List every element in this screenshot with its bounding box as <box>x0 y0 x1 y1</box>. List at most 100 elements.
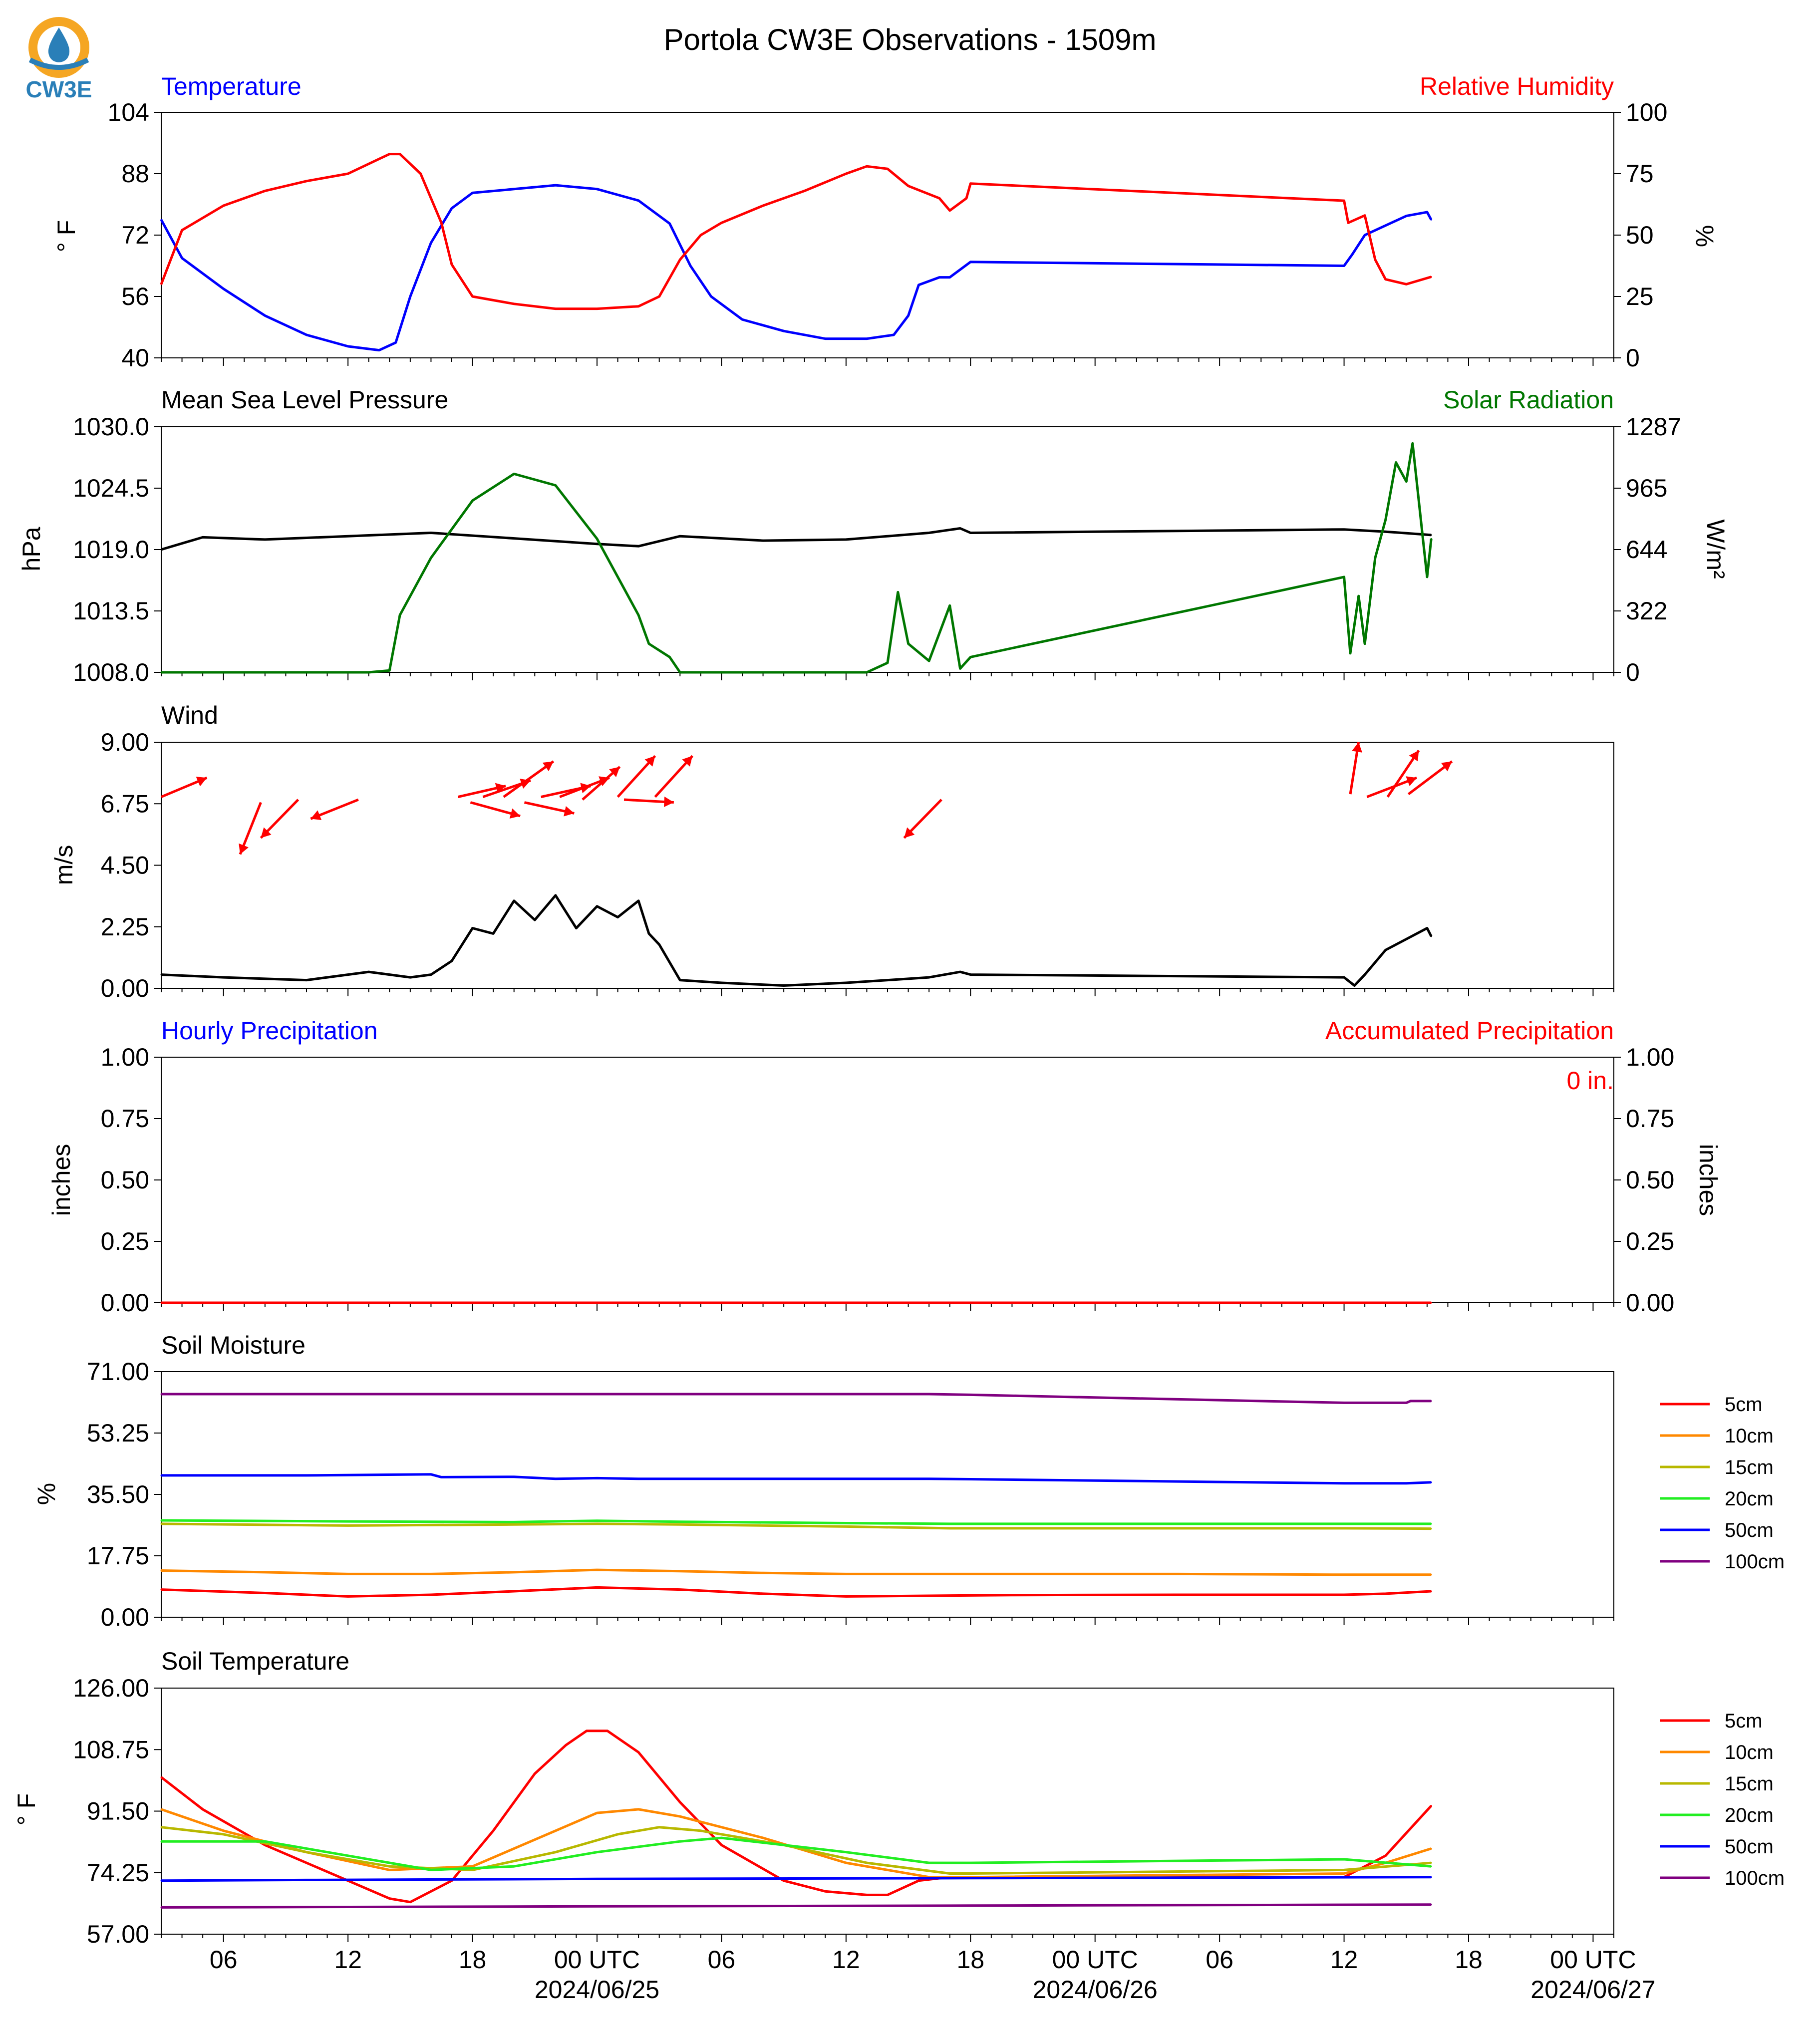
panel-precipitation: Hourly Precipitation Accumulated Precipi… <box>47 1017 1722 1317</box>
soil-temperature-ylabel: ° F <box>12 1793 40 1825</box>
x-date-label: 2024/06/26 <box>1033 1976 1158 2004</box>
x-tick-label: 00 UTC <box>554 1946 640 1974</box>
data-point <box>430 532 432 534</box>
wind-arrowhead <box>904 827 915 838</box>
data-point <box>513 1865 515 1867</box>
legend-label: 15cm <box>1725 1773 1774 1795</box>
data-point <box>965 197 967 199</box>
legend-label: 15cm <box>1725 1456 1774 1478</box>
precipitation-plot: 0.00 0.25 0.50 0.75 1.00 0.00 0.25 0.50 0.75 1.00 <box>101 1043 1675 1317</box>
data-point <box>648 643 650 645</box>
data-point <box>409 976 411 978</box>
y-tick-label-left: 88 <box>121 160 149 188</box>
data-point <box>1385 519 1387 521</box>
data-point <box>513 538 515 540</box>
data-point <box>679 535 681 537</box>
data-point <box>555 184 557 186</box>
data-point <box>928 532 930 534</box>
data-point <box>596 1569 598 1571</box>
data-point <box>917 284 919 286</box>
data-point <box>845 173 847 175</box>
series-line-10cm <box>161 1568 1432 1576</box>
y-tick-label-left: 1013.5 <box>73 597 149 625</box>
wind-arrowhead <box>261 827 272 838</box>
data-point <box>1430 1862 1432 1864</box>
data-point <box>969 1862 971 1864</box>
data-point <box>720 1844 722 1846</box>
data-point <box>893 334 895 336</box>
data-point <box>1177 1527 1179 1529</box>
data-point <box>181 229 183 231</box>
data-point <box>305 1474 307 1476</box>
y-tick-label-left: 6.75 <box>101 790 149 818</box>
data-point <box>1405 938 1407 940</box>
y-tick-label-right: 0.50 <box>1626 1166 1674 1194</box>
data-point <box>596 188 598 190</box>
logo-wave-icon <box>28 57 89 70</box>
data-point <box>928 1393 930 1395</box>
logo-text: CW3E <box>26 76 92 102</box>
data-point <box>181 257 183 259</box>
data-point <box>637 305 639 307</box>
data-point <box>938 197 940 199</box>
data-point <box>1422 538 1424 540</box>
wind-arrowhead <box>1406 776 1417 786</box>
y-tick-label-left: 9.00 <box>101 728 149 756</box>
humidity-title: Relative Humidity <box>1420 72 1614 100</box>
data-point <box>908 643 910 645</box>
data-point <box>658 295 660 297</box>
legend-label: 100cm <box>1725 1867 1785 1889</box>
temperature-title: Temperature <box>161 72 302 100</box>
data-point <box>596 1851 598 1853</box>
data-point <box>679 1840 681 1842</box>
data-point <box>866 1862 868 1864</box>
data-point <box>1405 1402 1407 1404</box>
data-point <box>1011 1573 1013 1575</box>
data-point <box>347 173 349 175</box>
data-point <box>866 671 868 673</box>
data-point <box>679 979 681 981</box>
data-point <box>783 330 785 332</box>
data-point <box>160 1393 162 1395</box>
data-point <box>1426 576 1428 578</box>
data-point <box>679 1570 681 1572</box>
series-line-20cm <box>161 1519 1432 1525</box>
y-tick-label-left: 53.25 <box>87 1419 149 1447</box>
data-point <box>160 1776 162 1778</box>
humidity-ylabel: % <box>1691 225 1719 247</box>
data-point <box>1430 1876 1432 1878</box>
data-point <box>969 1394 971 1396</box>
data-point <box>658 1826 660 1828</box>
data-point <box>430 242 432 244</box>
x-tick-label: 06 <box>1206 1946 1233 1974</box>
y-tick-label-right: 25 <box>1626 283 1654 310</box>
data-point <box>202 536 204 538</box>
wind-title: Wind <box>161 701 218 729</box>
data-point <box>637 614 639 616</box>
data-point <box>264 1840 266 1842</box>
data-point <box>347 1595 349 1597</box>
y-tick-label-left: 0.25 <box>101 1227 149 1255</box>
data-point <box>1430 538 1432 540</box>
y-tick-label-right: 0 <box>1626 344 1640 372</box>
data-point <box>949 1873 951 1875</box>
data-point <box>669 223 670 225</box>
y-tick-label-left: 0.00 <box>101 974 149 1002</box>
data-point <box>472 1865 474 1867</box>
data-point <box>596 905 598 907</box>
data-point <box>928 660 930 662</box>
panel-temperature-humidity: Temperature Relative Humidity ° F % 40 56… <box>52 72 1719 372</box>
data-point <box>679 671 681 673</box>
data-point <box>160 1808 162 1810</box>
wind-arrowhead <box>682 756 693 767</box>
data-point <box>917 1880 919 1882</box>
data-point <box>223 288 225 290</box>
wind-arrowhead <box>564 806 575 817</box>
data-point <box>762 1837 764 1839</box>
data-point <box>1343 576 1345 578</box>
data-point <box>949 1527 951 1529</box>
data-point <box>1430 219 1432 221</box>
data-point <box>160 283 162 285</box>
data-point <box>679 259 681 261</box>
